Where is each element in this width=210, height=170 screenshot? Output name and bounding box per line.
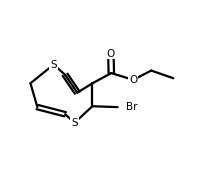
Text: S: S — [50, 60, 57, 70]
Text: O: O — [129, 75, 138, 85]
Text: O: O — [107, 49, 115, 58]
Text: S: S — [71, 118, 78, 128]
Text: Br: Br — [126, 102, 138, 112]
